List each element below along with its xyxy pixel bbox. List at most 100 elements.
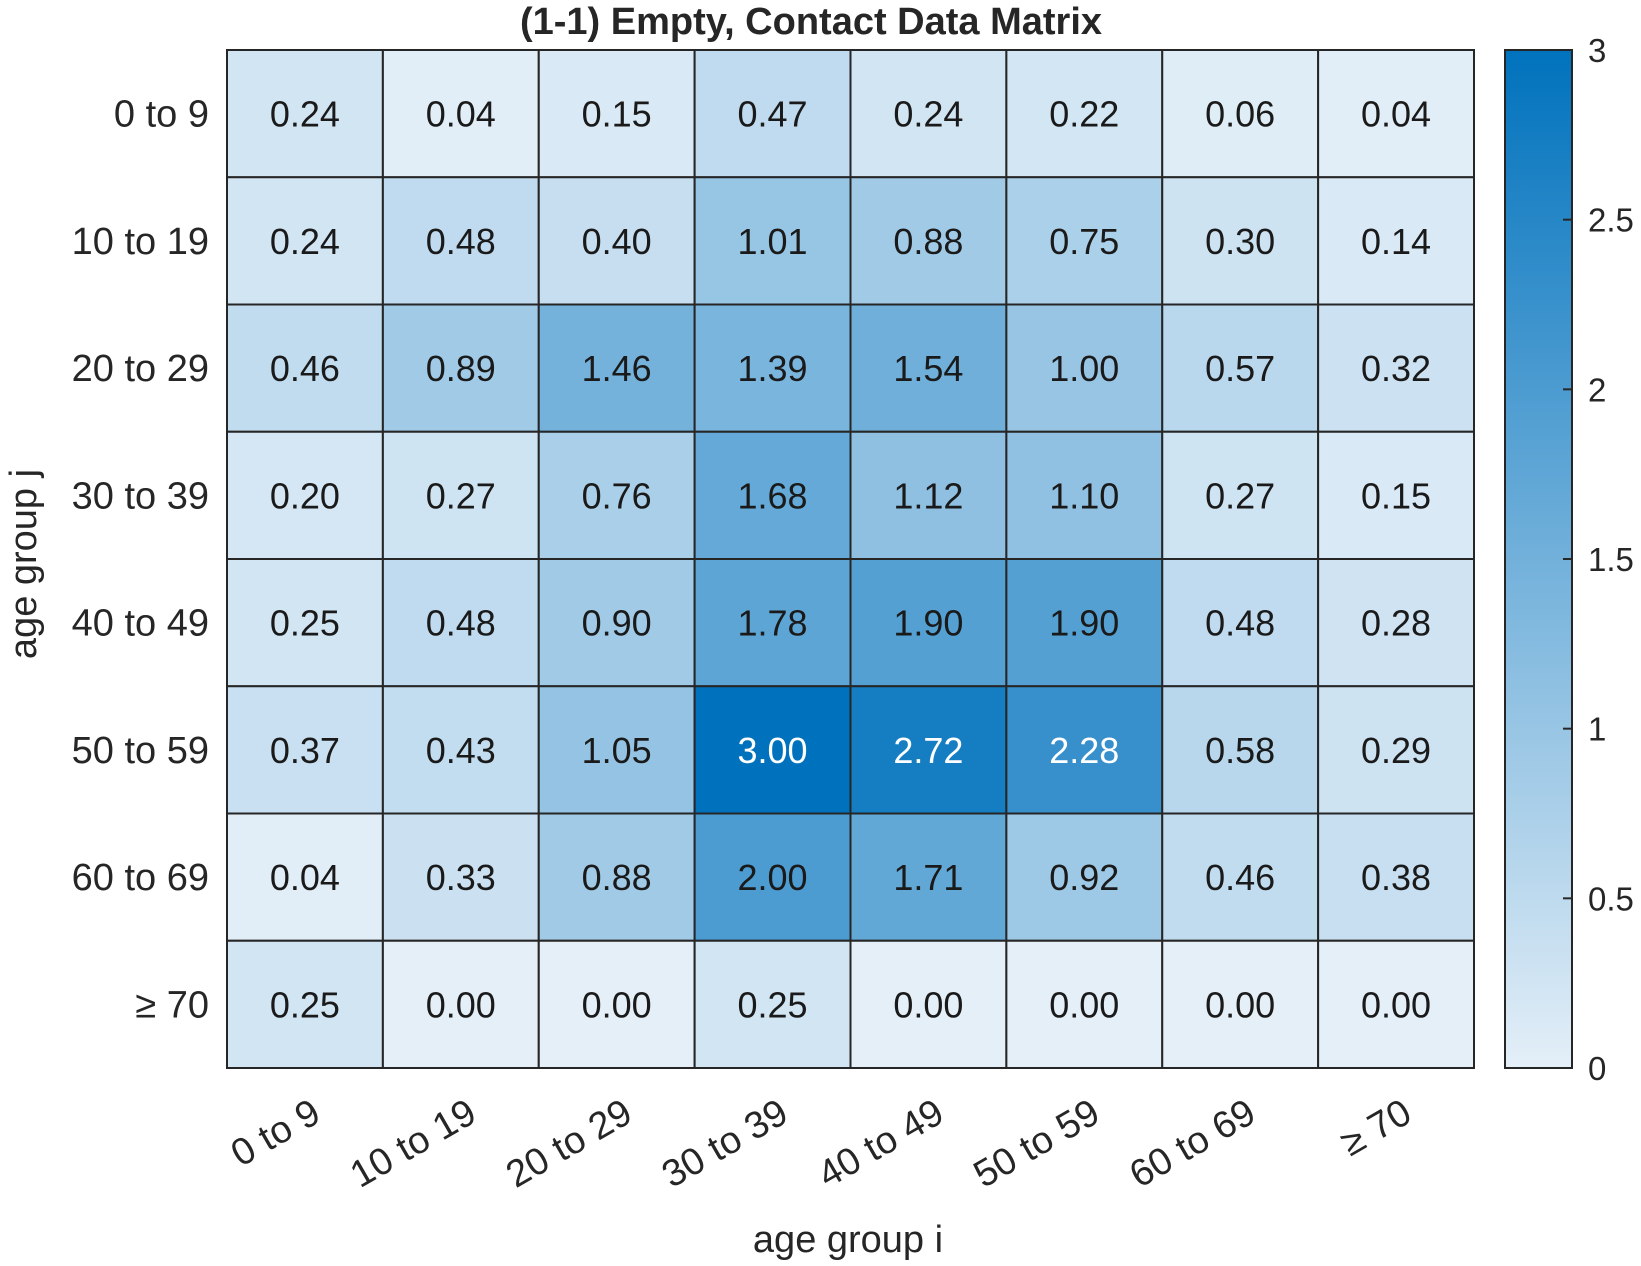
heatmap-cell	[381, 685, 540, 815]
cell-value-label: 1.90	[893, 603, 963, 644]
heatmap-cell	[537, 49, 696, 179]
y-axis-label: age group j	[3, 469, 45, 659]
heatmap-cell	[1317, 303, 1475, 433]
cell-value-label: 1.71	[893, 857, 963, 898]
colorbar-tick-label: 2.5	[1588, 202, 1634, 239]
y-tick-label: 0 to 9	[114, 94, 209, 136]
heatmap-cell	[537, 939, 696, 1069]
heatmap-cell	[1161, 303, 1320, 433]
heatmap-cell	[1317, 939, 1475, 1069]
cell-value-label: 0.88	[893, 221, 963, 262]
cell-value-label: 3.00	[738, 730, 808, 771]
y-tick-label: 60 to 69	[72, 857, 209, 899]
y-tick-label: 30 to 39	[72, 475, 209, 517]
cell-value-label: 1.78	[738, 603, 808, 644]
cell-value-label: 0.06	[1205, 94, 1275, 135]
cell-value-label: 0.48	[426, 221, 496, 262]
heatmap-cell	[226, 303, 384, 433]
colorbar-tick-label: 3	[1588, 32, 1606, 69]
heatmap-cell	[226, 49, 384, 179]
cell-value-label: 1.39	[738, 348, 808, 389]
heatmap-cell	[849, 685, 1008, 815]
colorbar: 0 0.5 1 1.5 2 2.5 3	[1504, 32, 1634, 1087]
heatmap-cell	[1005, 685, 1164, 815]
heatmap-cell	[1161, 558, 1320, 688]
colorbar-tick-label: 0.5	[1588, 880, 1634, 917]
y-tick-label: 10 to 19	[72, 221, 209, 263]
cell-value-label: 0.00	[1361, 984, 1431, 1025]
cell-value-label: 0.00	[1049, 984, 1119, 1025]
heatmap-cell	[693, 558, 852, 688]
cell-value-label: 0.27	[426, 475, 496, 516]
heatmap-cell	[1317, 558, 1475, 688]
heatmap-cell	[537, 303, 696, 433]
cell-value-label: 0.40	[582, 221, 652, 262]
cell-value-label: 0.04	[1361, 94, 1431, 135]
cell-value-label: 0.58	[1205, 730, 1275, 771]
heatmap-cell	[1317, 49, 1475, 179]
heatmap-cell	[1005, 303, 1164, 433]
heatmap-cell	[849, 939, 1008, 1069]
cell-value-label: 2.72	[893, 730, 963, 771]
heatmap-cell	[381, 176, 540, 306]
cell-value-label: 1.12	[893, 475, 963, 516]
x-tick-label: 60 to 69	[1123, 1091, 1263, 1196]
heatmap-cell	[381, 939, 540, 1069]
heatmap-cell	[1317, 176, 1475, 306]
x-tick-label: 0 to 9	[224, 1091, 327, 1175]
cell-value-label: 2.00	[738, 857, 808, 898]
cell-value-label: 1.05	[582, 730, 652, 771]
cell-value-label: 0.88	[582, 857, 652, 898]
cell-value-label: 0.25	[270, 603, 340, 644]
heatmap-cell	[1005, 939, 1164, 1069]
cell-value-label: 1.90	[1049, 603, 1119, 644]
cell-value-label: 1.01	[738, 221, 808, 262]
heatmap-cell	[226, 812, 384, 942]
cell-value-label: 0.75	[1049, 221, 1119, 262]
x-tick-label: 20 to 29	[499, 1091, 639, 1196]
heatmap-cell	[693, 939, 852, 1069]
heatmap-cell	[693, 430, 852, 560]
cell-value-label: 0.92	[1049, 857, 1119, 898]
x-axis-label: age group i	[753, 1219, 943, 1261]
heatmap-cell	[1317, 812, 1475, 942]
cell-value-label: 0.48	[1205, 603, 1275, 644]
x-tick-label: ≥ 70	[1334, 1091, 1419, 1164]
cell-value-label: 0.29	[1361, 730, 1431, 771]
cell-value-label: 0.25	[270, 984, 340, 1025]
y-tick-label: ≥ 70	[135, 984, 209, 1026]
cell-value-label: 0.43	[426, 730, 496, 771]
heatmap-cell-labels: 0.24 0.04 0.15 0.47 0.24 0.22 0.06 0.04 0.24 0.48…	[270, 94, 1431, 1026]
heatmap-cell	[537, 430, 696, 560]
cell-value-label: 0.90	[582, 603, 652, 644]
cell-value-label: 0.32	[1361, 348, 1431, 389]
cell-value-label: 0.48	[426, 603, 496, 644]
cell-value-label: 0.24	[270, 94, 340, 135]
y-tick-label: 50 to 59	[72, 730, 209, 772]
heatmap-cell	[849, 303, 1008, 433]
cell-value-label: 2.28	[1049, 730, 1119, 771]
colorbar-tick-label: 1.5	[1588, 541, 1634, 578]
heatmap-cell	[381, 812, 540, 942]
cell-value-label: 0.15	[582, 94, 652, 135]
cell-value-label: 0.24	[893, 94, 963, 135]
cell-value-label: 0.00	[582, 984, 652, 1025]
y-tick-label: 40 to 49	[72, 603, 209, 645]
heatmap-cell	[849, 558, 1008, 688]
heatmap-cell	[537, 558, 696, 688]
colorbar-tick-label: 0	[1588, 1050, 1606, 1087]
colorbar-gradient	[1504, 49, 1573, 1069]
cell-value-label: 0.25	[738, 984, 808, 1025]
cell-value-label: 0.89	[426, 348, 496, 389]
x-tick-label: 50 to 59	[967, 1091, 1107, 1196]
heatmap-cell	[1005, 812, 1164, 942]
heatmap-cell	[1005, 558, 1164, 688]
cell-value-label: 0.04	[426, 94, 496, 135]
cell-value-label: 0.46	[270, 348, 340, 389]
cell-value-label: 0.20	[270, 475, 340, 516]
heatmap-cell	[849, 812, 1008, 942]
cell-value-label: 0.00	[426, 984, 496, 1025]
cell-value-label: 0.27	[1205, 475, 1275, 516]
cell-value-label: 0.00	[1205, 984, 1275, 1025]
